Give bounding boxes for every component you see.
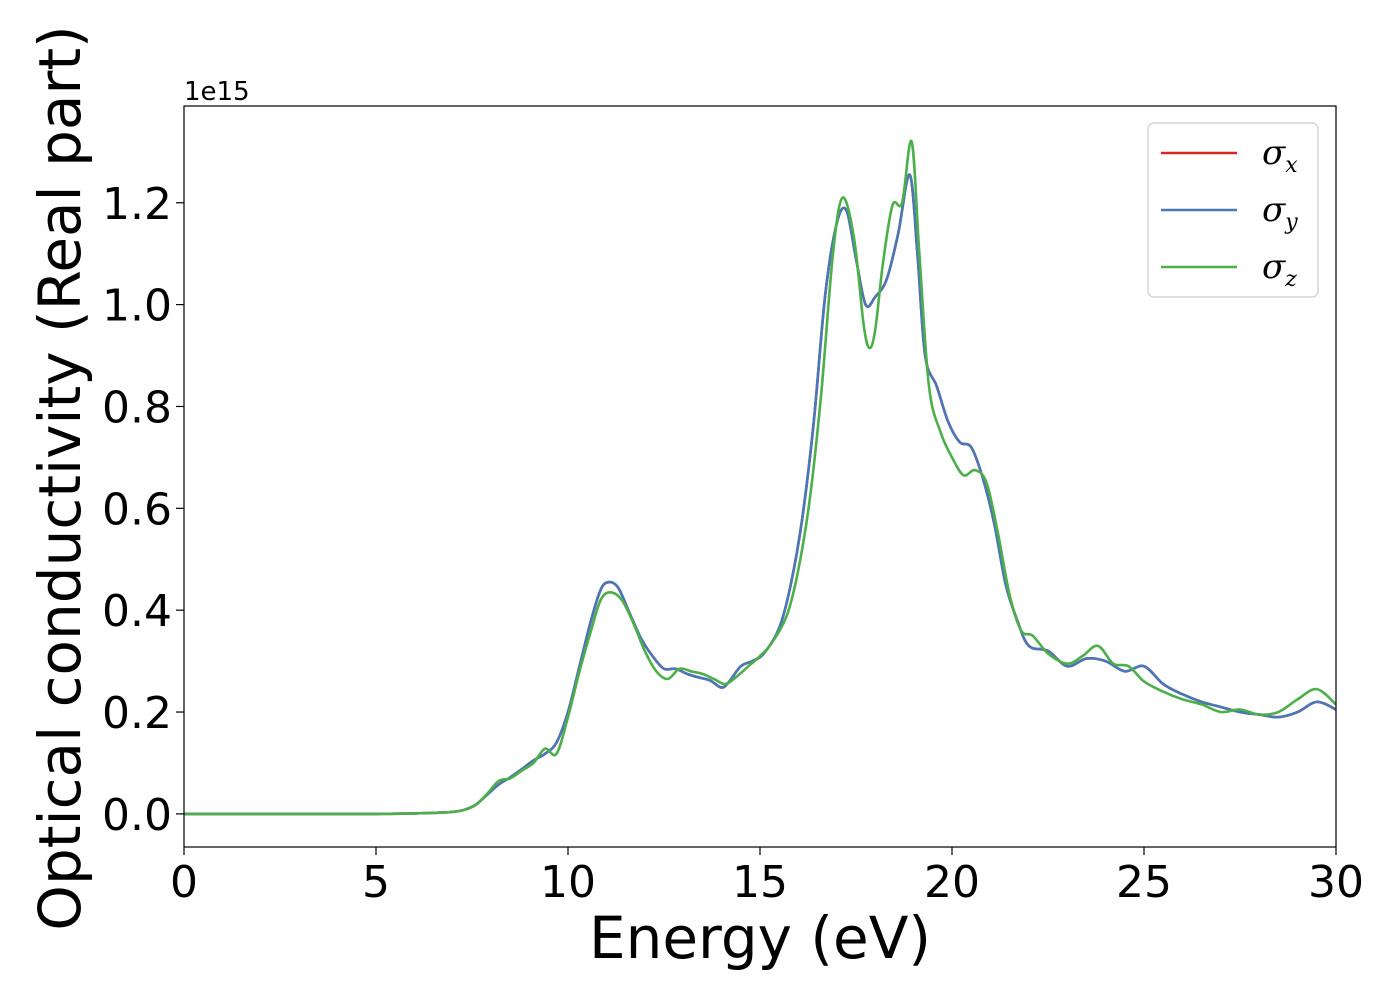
x-axis-label: Energy (eV) (589, 904, 931, 972)
legend-label-sigma-z: σz (1262, 247, 1297, 292)
y-axis-label: Optical conductivity (Real part) (26, 25, 94, 930)
y-tick-label: 0.8 (102, 382, 172, 433)
x-tick-label: 30 (1308, 857, 1364, 908)
x-tick-label: 20 (924, 857, 980, 908)
x-axis: 0 5 10 15 20 25 30 (170, 847, 1364, 908)
y-tick-label: 0.4 (102, 586, 172, 637)
legend-label-sigma-x: σx (1262, 133, 1298, 178)
y-offset-label: 1e15 (184, 77, 250, 107)
series-layer (184, 139, 1336, 816)
y-tick-label: 0.6 (102, 484, 172, 535)
legend-label-sigma-y: σy (1262, 190, 1298, 235)
x-tick-label: 5 (362, 857, 390, 908)
series-line-sigma-z (184, 139, 1336, 816)
y-axis: 0.0 0.2 0.4 0.6 0.8 1.0 1.2 (102, 179, 184, 841)
legend-subscript: z (1284, 267, 1297, 292)
y-tick-label: 0.0 (102, 790, 172, 841)
legend-symbol: σ (1262, 190, 1286, 230)
x-tick-label: 15 (732, 857, 788, 908)
x-tick-label: 25 (1116, 857, 1172, 908)
legend-symbol: σ (1262, 247, 1286, 287)
legend-symbol: σ (1262, 133, 1286, 173)
legend-subscript: y (1284, 210, 1298, 235)
y-tick-label: 1.0 (102, 281, 172, 332)
y-tick-label: 0.2 (102, 688, 172, 739)
x-tick-label: 0 (170, 857, 198, 908)
x-tick-label: 10 (540, 857, 596, 908)
legend-subscript: x (1285, 153, 1298, 178)
y-tick-label: 1.2 (102, 179, 172, 230)
